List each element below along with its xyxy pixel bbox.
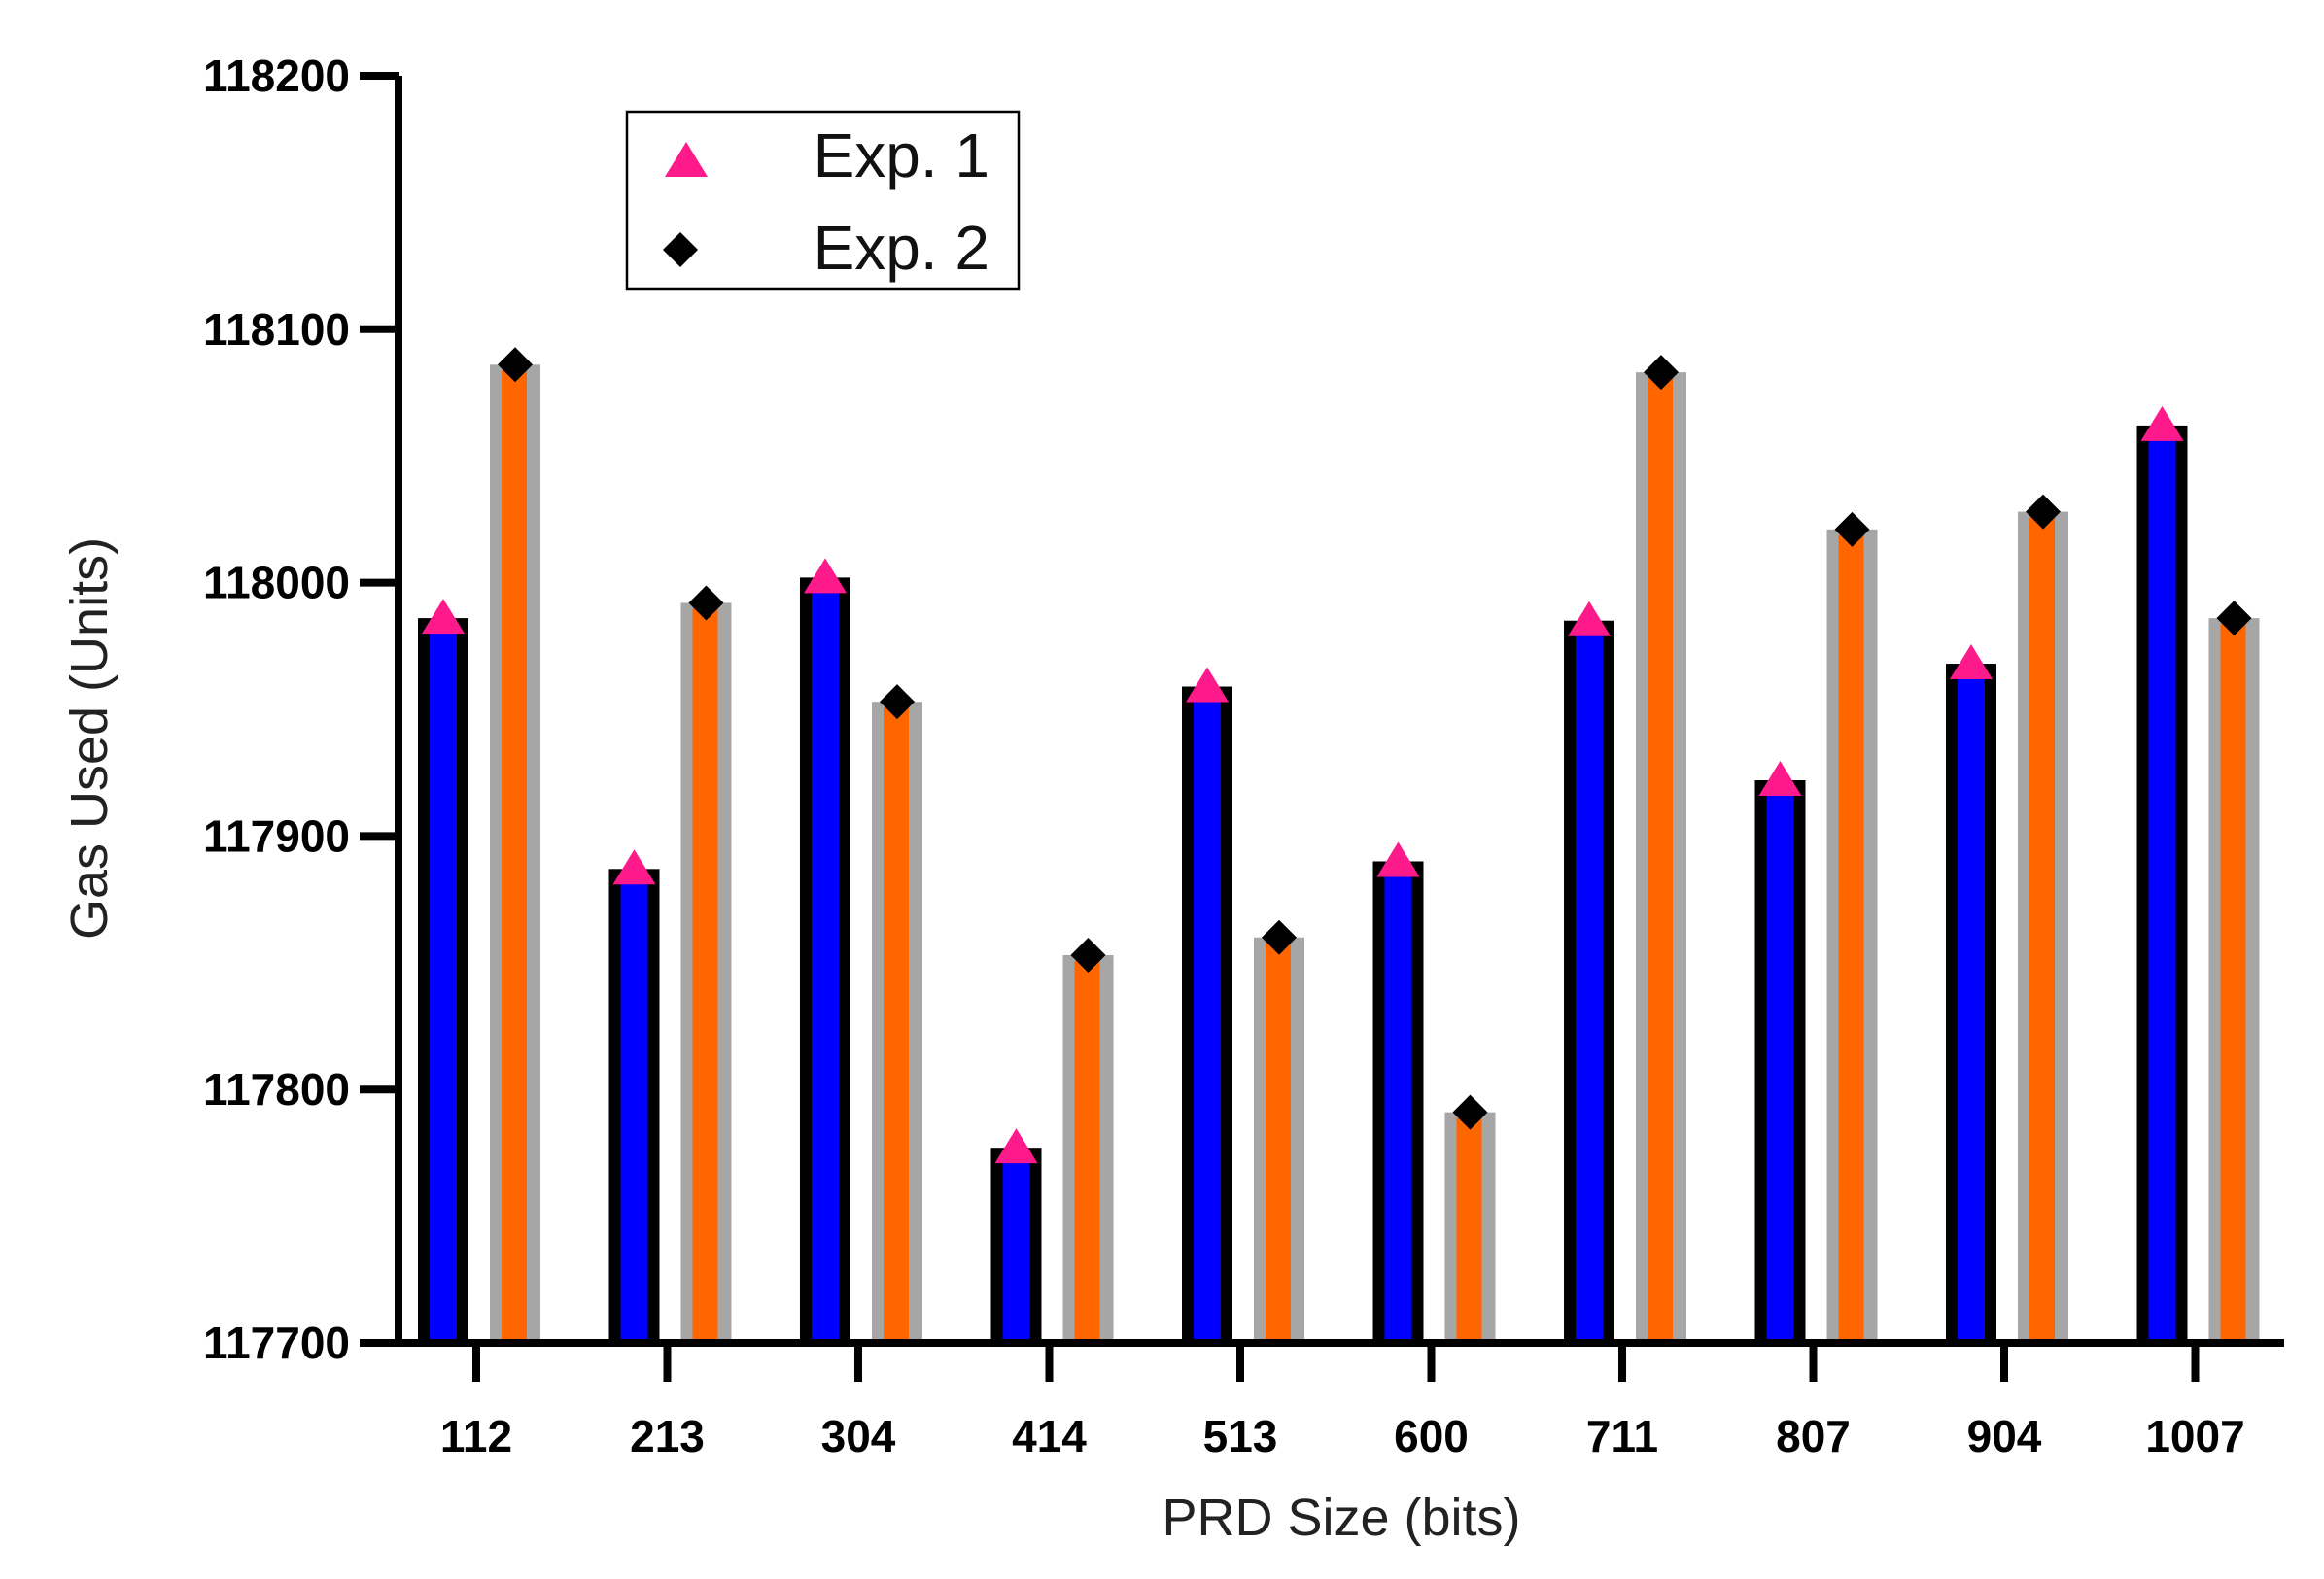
- marker-exp2-904: [2026, 494, 2061, 530]
- legend: Exp. 1 Exp. 2: [625, 110, 1021, 291]
- x-tick-label-711: 711: [1586, 1411, 1658, 1461]
- bar-exp1-fill-112: [430, 626, 457, 1343]
- marker-exp1-904: [1950, 644, 1993, 680]
- y-tick-label-117800: 117800: [203, 1064, 350, 1115]
- y-ticks-layer: 117700 117800 117900 118000 118100 118200: [203, 51, 399, 1368]
- bar-exp1-fill-1007: [2148, 432, 2176, 1343]
- y-tick-label-118000: 118000: [203, 558, 350, 608]
- bar-exp1-fill-213: [620, 876, 648, 1343]
- y-axis-title: Gas Used (Units): [60, 537, 119, 940]
- marker-exp2-213: [688, 585, 724, 621]
- bar-exp2-fill-112: [502, 370, 527, 1343]
- marker-exp1-807: [1758, 761, 1802, 797]
- marker-exp1-1007: [2140, 405, 2184, 441]
- bar-exp2-fill-513: [1266, 943, 1291, 1343]
- marker-exp1-213: [612, 849, 656, 885]
- legend-box: [625, 110, 1021, 291]
- markers-layer: [422, 347, 2252, 1164]
- bar-exp2-fill-414: [1074, 960, 1100, 1343]
- y-tick-label-118100: 118100: [203, 304, 350, 355]
- marker-exp2-304: [880, 684, 915, 720]
- marker-exp2-414: [1070, 937, 1106, 973]
- marker-exp1-513: [1186, 667, 1229, 703]
- marker-exp1-112: [422, 599, 465, 635]
- y-tick-label-118200: 118200: [203, 51, 350, 101]
- marker-exp1-600: [1376, 841, 1420, 877]
- y-tick-label-117700: 117700: [203, 1318, 350, 1368]
- bar-exp2-fill-711: [1648, 378, 1673, 1343]
- bars-layer: [418, 364, 2260, 1343]
- x-tick-label-112: 112: [440, 1411, 512, 1461]
- bar-exp1-fill-711: [1576, 628, 1603, 1343]
- x-tick-label-513: 513: [1203, 1411, 1278, 1461]
- x-tick-label-1007: 1007: [2145, 1411, 2244, 1461]
- bar-exp1-fill-414: [1002, 1155, 1030, 1343]
- bar-exp2-fill-904: [2029, 517, 2055, 1343]
- legend-label-exp2: Exp. 2: [814, 213, 989, 283]
- x-tick-label-807: 807: [1776, 1411, 1851, 1461]
- x-axis-title: PRD Size (bits): [1162, 1489, 1520, 1547]
- legend-label-exp1: Exp. 1: [814, 120, 989, 190]
- bar-exp2-fill-213: [692, 608, 718, 1343]
- x-tick-label-600: 600: [1394, 1411, 1469, 1461]
- bar-exp2-fill-304: [884, 707, 909, 1343]
- bar-exp1-fill-807: [1766, 788, 1794, 1343]
- y-tick-label-117900: 117900: [203, 810, 350, 861]
- x-tick-label-304: 304: [821, 1411, 896, 1461]
- bar-exp2-fill-807: [1838, 534, 1864, 1343]
- marker-exp1-414: [994, 1128, 1038, 1164]
- marker-exp2-807: [1834, 511, 1870, 547]
- marker-exp1-304: [804, 558, 847, 594]
- marker-exp2-112: [498, 347, 533, 383]
- marker-exp2-513: [1262, 919, 1297, 955]
- bar-exp1-fill-600: [1384, 869, 1412, 1343]
- marker-exp1-711: [1568, 601, 1611, 636]
- legend-diamond-icon: [663, 232, 698, 267]
- bar-exp1-fill-304: [812, 585, 839, 1343]
- legend-triangle-icon: [665, 142, 708, 177]
- x-tick-label-414: 414: [1012, 1411, 1087, 1461]
- x-tick-label-213: 213: [630, 1411, 705, 1461]
- bar-exp1-fill-904: [1958, 671, 1985, 1343]
- marker-exp2-1007: [2216, 601, 2252, 636]
- bar-exp2-fill-1007: [2220, 624, 2246, 1343]
- marker-exp2-711: [1644, 355, 1679, 391]
- x-tick-label-904: 904: [1967, 1411, 2042, 1461]
- marker-exp2-600: [1452, 1094, 1488, 1130]
- axes-layer: [395, 76, 2284, 1347]
- x-ticks-layer: 112 213 304 414 513 600 711 807 904 1007: [440, 1343, 2245, 1461]
- bar-exp1-fill-513: [1194, 694, 1221, 1343]
- bar-exp2-fill-600: [1456, 1117, 1482, 1343]
